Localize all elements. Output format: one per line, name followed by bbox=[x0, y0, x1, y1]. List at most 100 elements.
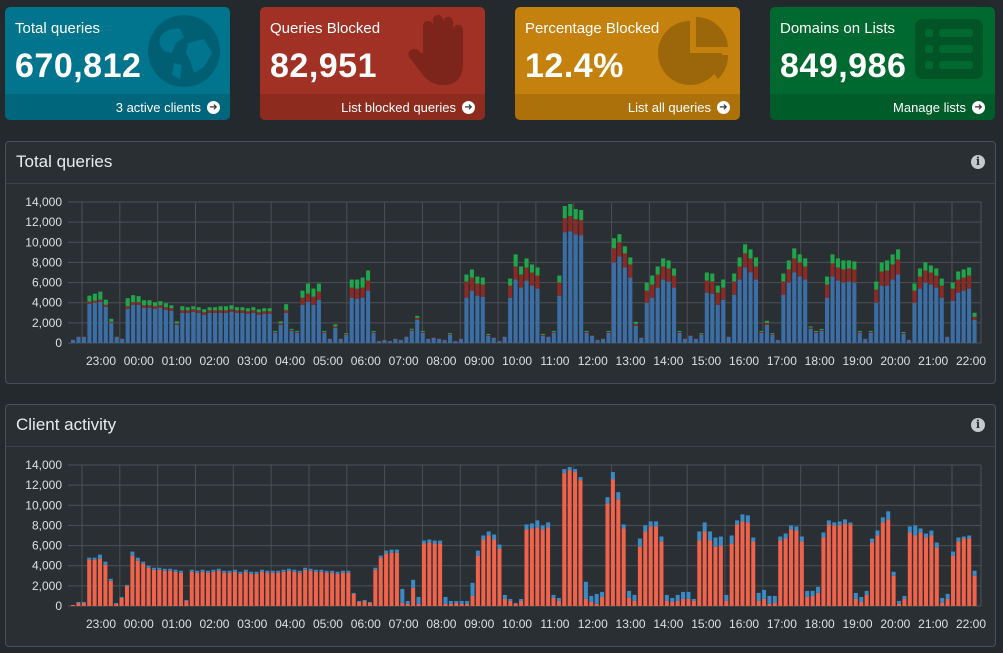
bar-segment[interactable] bbox=[316, 291, 321, 300]
bar-segment[interactable] bbox=[540, 525, 545, 530]
bar-segment[interactable] bbox=[322, 332, 327, 343]
bar-segment[interactable] bbox=[870, 542, 875, 606]
bar-segment[interactable] bbox=[891, 575, 896, 606]
bar-segment[interactable] bbox=[289, 330, 294, 343]
bar-segment[interactable] bbox=[311, 288, 316, 297]
bar-segment[interactable] bbox=[152, 302, 158, 307]
bar-segment[interactable] bbox=[480, 296, 485, 343]
bar-segment[interactable] bbox=[594, 593, 599, 604]
bar-segment[interactable] bbox=[632, 594, 637, 601]
bar-segment[interactable] bbox=[349, 297, 354, 343]
bar-segment[interactable] bbox=[637, 546, 642, 606]
bar-segment[interactable] bbox=[848, 524, 853, 606]
bar-segment[interactable] bbox=[475, 276, 480, 284]
bar-segment[interactable] bbox=[338, 338, 343, 343]
bar-segment[interactable] bbox=[859, 596, 864, 602]
bar-segment[interactable] bbox=[114, 336, 119, 337]
bar-segment[interactable] bbox=[781, 281, 786, 295]
bar-segment[interactable] bbox=[885, 270, 890, 286]
bar-segment[interactable] bbox=[185, 307, 190, 311]
bar-segment[interactable] bbox=[367, 601, 372, 603]
bar-segment[interactable] bbox=[303, 567, 308, 570]
bar-segment[interactable] bbox=[846, 281, 851, 343]
bar-segment[interactable] bbox=[131, 295, 136, 303]
bar-segment[interactable] bbox=[202, 314, 207, 343]
bar-segment[interactable] bbox=[786, 260, 791, 270]
bar-segment[interactable] bbox=[448, 334, 453, 335]
bar-segment[interactable] bbox=[781, 273, 786, 282]
bar-segment[interactable] bbox=[611, 262, 616, 343]
bar-segment[interactable] bbox=[492, 534, 497, 540]
bar-segment[interactable] bbox=[923, 262, 928, 271]
bar-segment[interactable] bbox=[852, 261, 857, 270]
bar-segment[interactable] bbox=[497, 544, 502, 549]
bar-segment[interactable] bbox=[843, 523, 848, 606]
bar-segment[interactable] bbox=[830, 254, 835, 264]
bar-segment[interactable] bbox=[897, 603, 902, 606]
bar-segment[interactable] bbox=[158, 301, 163, 306]
bar-segment[interactable] bbox=[880, 517, 885, 523]
bar-segment[interactable] bbox=[92, 557, 97, 560]
bar-segment[interactable] bbox=[682, 338, 688, 340]
bar-segment[interactable] bbox=[103, 304, 108, 307]
bar-segment[interactable] bbox=[415, 317, 420, 320]
bar-segment[interactable] bbox=[655, 274, 660, 288]
bar-segment[interactable] bbox=[174, 323, 179, 325]
bar-segment[interactable] bbox=[748, 258, 753, 273]
bar-segment[interactable] bbox=[967, 538, 972, 606]
bar-segment[interactable] bbox=[835, 280, 840, 343]
bar-segment[interactable] bbox=[196, 310, 201, 313]
bar-segment[interactable] bbox=[200, 571, 205, 606]
bar-segment[interactable] bbox=[481, 535, 486, 540]
bar-segment[interactable] bbox=[805, 590, 810, 597]
bar-segment[interactable] bbox=[427, 539, 432, 543]
bar-segment[interactable] bbox=[151, 569, 156, 606]
bar-segment[interactable] bbox=[265, 572, 270, 606]
bar-segment[interactable] bbox=[568, 231, 573, 343]
bar-segment[interactable] bbox=[448, 334, 453, 343]
bar-segment[interactable] bbox=[458, 338, 463, 343]
bar-segment[interactable] bbox=[557, 282, 562, 296]
bar-segment[interactable] bbox=[262, 313, 267, 343]
bar-segment[interactable] bbox=[885, 260, 890, 271]
bar-segment[interactable] bbox=[211, 571, 216, 606]
bar-segment[interactable] bbox=[324, 572, 329, 606]
bar-segment[interactable] bbox=[416, 603, 421, 606]
bar-segment[interactable] bbox=[71, 604, 75, 606]
bar-segment[interactable] bbox=[448, 600, 453, 604]
bar-segment[interactable] bbox=[648, 526, 653, 606]
bar-segment[interactable] bbox=[147, 305, 152, 308]
bar-segment[interactable] bbox=[366, 280, 371, 291]
bar-segment[interactable] bbox=[470, 595, 475, 606]
bar-segment[interactable] bbox=[562, 473, 567, 606]
bar-segment[interactable] bbox=[732, 273, 737, 282]
bar-segment[interactable] bbox=[373, 569, 378, 606]
bar-segment[interactable] bbox=[934, 268, 939, 276]
bar-segment[interactable] bbox=[218, 310, 223, 313]
bar-segment[interactable] bbox=[262, 308, 267, 312]
bar-segment[interactable] bbox=[792, 248, 797, 259]
bar-segment[interactable] bbox=[745, 515, 750, 523]
bar-segment[interactable] bbox=[956, 537, 961, 542]
bar-segment[interactable] bbox=[819, 329, 824, 331]
bar-segment[interactable] bbox=[256, 312, 261, 315]
bar-segment[interactable] bbox=[157, 569, 162, 606]
bar-segment[interactable] bbox=[223, 306, 229, 311]
bar-segment[interactable] bbox=[394, 549, 399, 553]
bar-segment[interactable] bbox=[349, 279, 354, 288]
bar-segment[interactable] bbox=[808, 326, 813, 328]
bar-segment[interactable] bbox=[529, 523, 534, 529]
bar-segment[interactable] bbox=[464, 274, 469, 282]
bar-segment[interactable] bbox=[265, 570, 270, 573]
bar-segment[interactable] bbox=[622, 267, 627, 343]
bar-segment[interactable] bbox=[234, 312, 239, 343]
bar-segment[interactable] bbox=[135, 560, 140, 606]
bar-segment[interactable] bbox=[740, 514, 745, 522]
bar-segment[interactable] bbox=[562, 232, 567, 343]
bar-segment[interactable] bbox=[227, 570, 232, 573]
bar-segment[interactable] bbox=[961, 290, 966, 343]
bar-segment[interactable] bbox=[702, 531, 707, 606]
bar-segment[interactable] bbox=[880, 522, 885, 606]
bar-segment[interactable] bbox=[535, 520, 540, 528]
bar-segment[interactable] bbox=[816, 592, 821, 606]
